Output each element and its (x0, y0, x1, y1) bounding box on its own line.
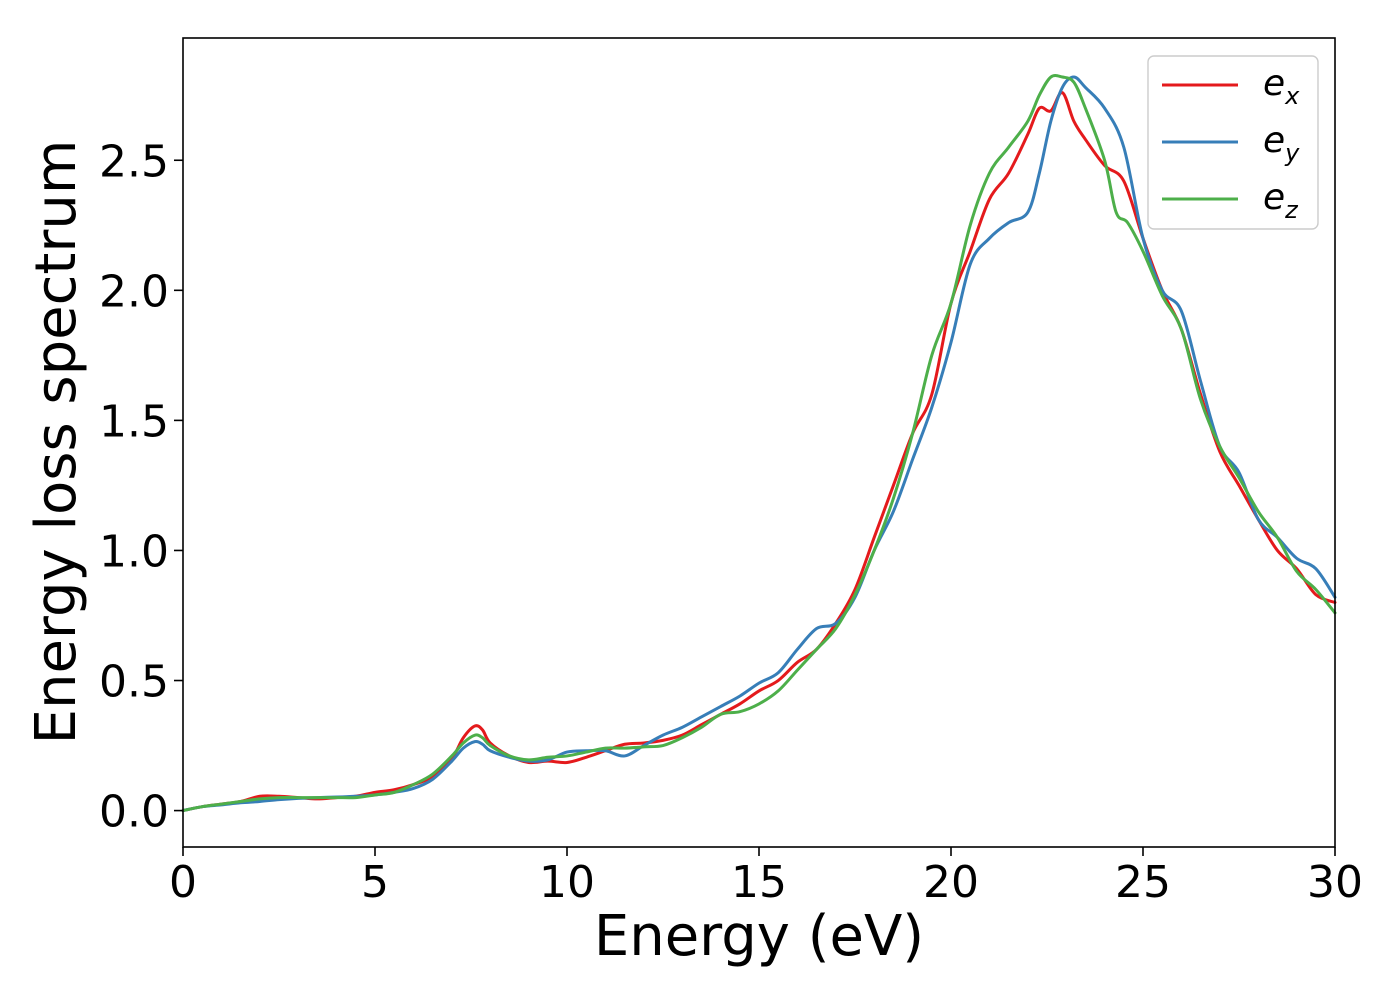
y-tick-label: 0.5 (99, 657, 169, 708)
y-tick-label: 2.5 (99, 136, 169, 187)
y-tick-label: 1.5 (99, 396, 169, 447)
x-tick-label: 10 (539, 857, 595, 908)
y-tick-label: 1.0 (99, 526, 169, 577)
x-tick-label: 15 (731, 857, 787, 908)
x-axis-label: Energy (eV) (594, 904, 924, 969)
y-tick-label: 0.0 (99, 787, 169, 838)
x-tick-label: 20 (923, 857, 979, 908)
y-tick-label: 2.0 (99, 266, 169, 317)
y-ticks: 0.0 0.5 1.0 1.5 2.0 2.5 (99, 136, 183, 837)
x-tick-label: 25 (1115, 857, 1171, 908)
x-ticks: 0 5 10 15 20 25 30 (169, 847, 1363, 908)
y-axis-label: Energy loss spectrum (24, 140, 89, 745)
x-tick-label: 5 (361, 857, 389, 908)
x-tick-label: 30 (1307, 857, 1363, 908)
x-tick-label: 0 (169, 857, 197, 908)
